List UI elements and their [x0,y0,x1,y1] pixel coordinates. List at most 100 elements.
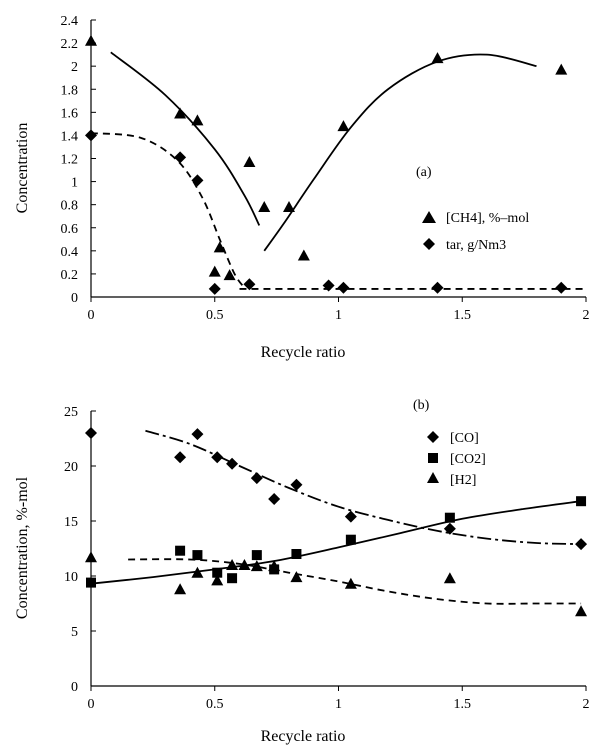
panel-b-co-point [226,457,239,470]
panel-a-tar-g-nm3-point [208,282,221,295]
panel-a-y-tick-label: 1.8 [61,83,79,98]
panel-a-y-axis-label: Concentration [14,123,31,214]
panel-b-legend-co-label: [CO] [450,431,479,446]
panel-a-ch4-mol-point [85,34,97,46]
panel-a-tar-g-nm3-point [174,151,187,164]
panel-a-ch4-mol-point [337,120,350,132]
panel-b-x-tick-label: 2 [583,697,590,712]
panel-b-h2-point [575,605,588,617]
panel-b-co2-point [192,550,203,561]
panel-b-co-point [290,478,303,491]
panel-b-h2-point [238,559,251,570]
panel-b-co-point [211,451,224,464]
panel-b-co-point [575,538,588,551]
panel-b-h2-point [344,577,357,589]
panel-b-h2-point [174,583,187,595]
panel-b-h2-point [85,551,97,563]
panel-a-y-tick-label: 0 [71,291,78,306]
panel-b-h2-point [211,574,224,586]
panel-a-legend-tar-marker [423,238,435,250]
panel-a-legend: [CH4], %–mol tar, g/Nm3 [422,211,529,253]
panel-b-co2-point [345,534,356,545]
panel-b-h2-point [250,560,263,572]
panel-a-label: (a) [416,165,432,180]
panel-a-ch4-mol-point [213,241,226,253]
panel-a-y-tick-label: 0.4 [61,245,79,260]
panel-b-x-tick-label: 1 [335,697,342,712]
panel-a-tar-g-nm3-point [85,129,97,142]
panel-a-legend-ch4-label: [CH4], %–mol [446,211,529,226]
panel-a-y-tick-label: 1.2 [61,153,79,168]
panel-a-ch4-mol-point [297,249,310,261]
panel-b-co-point [174,451,187,464]
panel-b-co2-point [227,573,238,584]
panel-b-co-point [250,472,263,485]
panel-a-y-tick-label: 2 [71,60,78,75]
panel-a-legend-tar-label: tar, g/Nm3 [446,238,506,253]
panel-a-tar-g-nm3-point [191,174,204,187]
panel-b-co-point [85,427,97,439]
panel-b-co-point [191,428,204,441]
panel-a-y-tick-label: 1.4 [61,129,79,144]
panel-a-tar-g-nm3-point [555,281,568,294]
panel-b-co-point [344,510,357,523]
panel-a-tar-g-nm3-fit-curve [90,132,246,289]
panel-b-legend-h2-marker [427,472,439,483]
panel-b-y-tick-label: 10 [64,570,78,585]
panel-a-y-tick-label: 0.8 [61,199,79,214]
panel-a-x-tick-label: 0 [88,308,95,323]
panel-a-x-tick-label: 1 [335,308,342,323]
panel-a-chart: 0 0.5 1 1.5 2 0 0.2 0.4 0.6 0.8 1 1.2 1.4 1.6 1.8 2 2.2 2… [14,14,590,361]
panel-a-ch4-mol-point [223,269,236,281]
panel-a-ch4-mol-fit-curve [263,53,537,252]
panel-a-ch4-mol-point [431,52,444,64]
panel-b-y-tick-label: 25 [64,405,78,420]
panel-a-y-tick-label: 2.4 [61,14,79,29]
panel-b-co-point [443,522,456,535]
panel-b-h2-point [268,560,281,572]
panel-b-y-tick-label: 20 [64,460,78,475]
panel-a-x-tick-label: 1.5 [454,308,472,323]
panel-b-co2-point [175,545,186,556]
panel-a-y-tick-label: 1.6 [61,106,79,121]
panel-a-ch4-mol-point [283,200,295,212]
panel-b-x-tick-label: 0.5 [206,697,224,712]
panel-b-h2-point [226,559,239,570]
panel-b-h2-fit-curve [128,558,582,605]
panel-b-legend-co2-label: [CO2] [450,452,486,467]
panel-a-tar-g-nm3-point [337,281,350,294]
panel-b-legend-co-marker [427,431,439,443]
panel-b-x-tick-label: 0 [88,697,95,712]
panel-a-tar-g-nm3-point [243,278,256,291]
panel-b-label: (b) [413,398,430,413]
panel-b-h2-point [191,566,204,578]
panel-b-co-point [268,493,281,505]
panel-b-co2-point [576,496,587,507]
panel-a-x-tick-label: 0.5 [206,308,224,323]
panel-a-ch4-mol-point [191,114,204,126]
panel-a-tar-g-nm3-point [322,279,335,292]
panel-a-ch4-mol-fit-curve [110,51,261,226]
panel-b-co2-point [444,512,455,523]
panel-b-h2-point [443,572,456,584]
panel-b-co2-point [212,567,223,578]
panel-b-x-axis-label: Recycle ratio [261,728,346,745]
panel-b-legend: [CO] [CO2] [H2] [427,431,486,488]
panel-b-x-tick-label: 1.5 [454,697,472,712]
panel-a-y-tick-label: 0.2 [61,268,79,283]
panel-b-y-axis-label: Concentration, %-mol [14,476,31,619]
panel-b-legend-co2-marker [428,453,438,463]
panel-b-legend-h2-label: [H2] [450,473,476,488]
panel-b-co2-fit-curve [90,500,582,585]
panel-b-y-tick-label: 0 [71,680,78,695]
panel-a-y-tick-label: 2.2 [61,37,79,52]
panel-a-tar-g-nm3-point [431,281,444,294]
panel-b-co-fit-curve [145,429,582,545]
panel-a-x-axis-label: Recycle ratio [261,344,346,361]
panel-a-ch4-mol-point [174,107,187,119]
panel-b-co2-point [86,577,96,588]
panel-a-legend-ch4-marker [422,211,436,223]
panel-a-ch4-mol-point [208,265,221,277]
